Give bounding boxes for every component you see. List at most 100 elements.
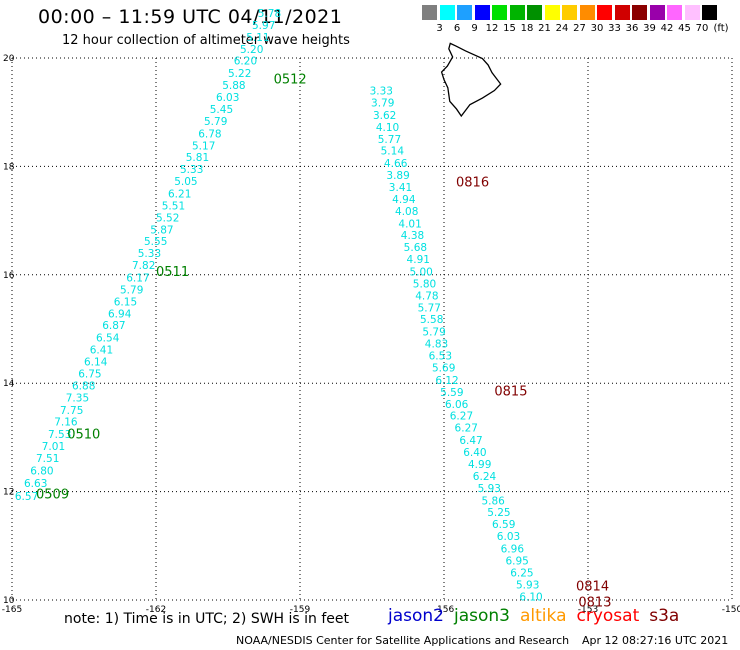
legend-swatch <box>544 5 560 20</box>
wave-height-value: 5.45 <box>210 104 233 116</box>
legend-label: 21 <box>538 23 551 34</box>
map-subtitle: 12 hour collection of altimeter wave hei… <box>62 33 350 48</box>
legend-label: 30 <box>590 23 604 34</box>
wave-height-value: 5.17 <box>192 140 215 152</box>
wave-height-value: 5.05 <box>174 176 197 188</box>
pass-time-label: 0815 <box>494 384 527 399</box>
wave-height-value: 3.33 <box>370 86 393 98</box>
timestamp: Apr 12 08:27:16 UTC 2021 <box>582 634 729 647</box>
satellite-name: altika <box>520 606 567 626</box>
legend-swatch <box>527 5 542 20</box>
wave-height-value: 5.33 <box>180 164 203 176</box>
wave-height-value: 5.52 <box>156 212 179 224</box>
wave-height-value: 6.20 <box>234 56 257 68</box>
wave-height-value: 7.82 <box>132 260 155 272</box>
legend-label: 45 <box>678 23 691 34</box>
legend-swatch <box>684 5 700 20</box>
wave-height-value: 3.41 <box>389 182 412 194</box>
wave-height-value: 4.08 <box>395 206 418 218</box>
legend-swatch <box>474 5 490 20</box>
wave-height-value: 6.27 <box>455 423 478 435</box>
wave-height-value: 6.40 <box>463 447 486 459</box>
wave-height-value: 6.94 <box>108 308 132 320</box>
wave-height-value: 7.16 <box>54 417 78 429</box>
wave-height-value: 5.79 <box>422 327 445 339</box>
lon-tick-label: -165 <box>2 605 22 615</box>
wave-height-value: 5.22 <box>228 68 251 80</box>
lat-tick-label: 12 <box>3 488 14 498</box>
legend-swatch <box>649 5 665 20</box>
wave-height-value: 6.41 <box>90 345 113 357</box>
wave-height-value: 5.88 <box>222 80 245 92</box>
wave-height-value: 6.10 <box>519 592 542 604</box>
wave-height-value: 5.79 <box>120 284 143 296</box>
lon-tick-label: -150 <box>722 605 740 615</box>
legend-swatch <box>579 5 595 20</box>
legend-swatch <box>439 5 455 20</box>
map-title: 00:00 – 11:59 UTC 04/11/2021 <box>38 6 343 28</box>
wave-height-value: 4.91 <box>407 254 430 266</box>
wave-height-value: 4.38 <box>401 230 424 242</box>
legend-swatch <box>422 5 437 20</box>
wave-height-value: 6.17 <box>126 273 149 285</box>
lat-tick-label: 20 <box>3 54 15 64</box>
wave-height-value: 4.01 <box>398 218 421 230</box>
wave-height-value: 6.80 <box>30 465 53 477</box>
pass-time-label: 0816 <box>456 176 489 191</box>
wave-height-value: 5.68 <box>404 242 427 254</box>
pass-time-label: 0509 <box>36 487 69 502</box>
wave-height-value: 5.93 <box>516 579 539 591</box>
wave-height-value: 6.14 <box>84 357 108 369</box>
wave-height-value: 5.80 <box>413 278 436 290</box>
pass-time-label: 0511 <box>156 265 189 280</box>
wave-height-value: 6.57 <box>15 491 38 503</box>
lon-tick-label: -159 <box>290 605 311 615</box>
legend-label: 24 <box>555 23 569 34</box>
satellite-name: jason2 <box>388 606 444 626</box>
legend-label: 6 <box>453 23 461 34</box>
wave-height-value: 5.78 <box>258 8 281 20</box>
pass-time-label: 0512 <box>274 73 307 88</box>
wave-height-value: 5.97 <box>252 20 275 32</box>
legend-label: 3 <box>436 23 443 34</box>
wave-height-value: 4.66 <box>384 158 408 170</box>
wave-height-value: 6.15 <box>114 296 137 308</box>
wave-height-value: 5.77 <box>418 302 441 314</box>
wave-height-value: 6.25 <box>510 567 533 579</box>
wave-height-value: 5.33 <box>138 248 161 260</box>
wave-height-value: 6.24 <box>473 471 497 483</box>
wave-height-value: 6.27 <box>450 411 473 423</box>
wave-height-value: 7.75 <box>60 405 83 417</box>
hawaii-coastline <box>440 42 502 118</box>
wave-height-value: 4.83 <box>425 339 448 351</box>
wave-height-value: 6.53 <box>429 351 452 363</box>
legend-swatch <box>597 5 612 20</box>
wave-height-value: 5.25 <box>487 507 510 519</box>
wave-height-value: 6.78 <box>198 128 221 140</box>
wave-height-value: 4.94 <box>392 194 416 206</box>
credit-line: NOAA/NESDIS Center for Satellite Applica… <box>236 634 570 647</box>
legend-swatch <box>667 5 682 20</box>
satellite-legend: jason2 jason3 altika cryosat s3a <box>388 606 689 626</box>
wave-height-value: 5.81 <box>186 152 209 164</box>
wave-height-value: 6.06 <box>445 399 469 411</box>
lon-tick-label: -162 <box>146 605 166 615</box>
wave-height-value: 7.01 <box>42 441 65 453</box>
legend-label: 27 <box>573 23 586 34</box>
wave-height-value: 6.63 <box>24 478 47 490</box>
wave-height-value: 5.77 <box>378 134 401 146</box>
wave-height-value: 3.62 <box>373 110 396 122</box>
satellite-name: cryosat <box>576 606 640 626</box>
legend-label: 36 <box>625 23 639 34</box>
wave-height-value: 7.51 <box>36 453 59 465</box>
wave-height-value: 3.79 <box>371 97 394 109</box>
wave-height-value: 6.21 <box>168 189 191 201</box>
wave-height-value: 5.59 <box>440 387 463 399</box>
legend-swatch <box>632 5 647 20</box>
pass-time-label: 0813 <box>578 596 611 611</box>
satellite-name: s3a <box>649 606 680 626</box>
wave-height-value: 6.59 <box>492 519 515 531</box>
wave-height-value: 6.87 <box>102 320 125 332</box>
lat-tick-label: 16 <box>3 271 15 281</box>
